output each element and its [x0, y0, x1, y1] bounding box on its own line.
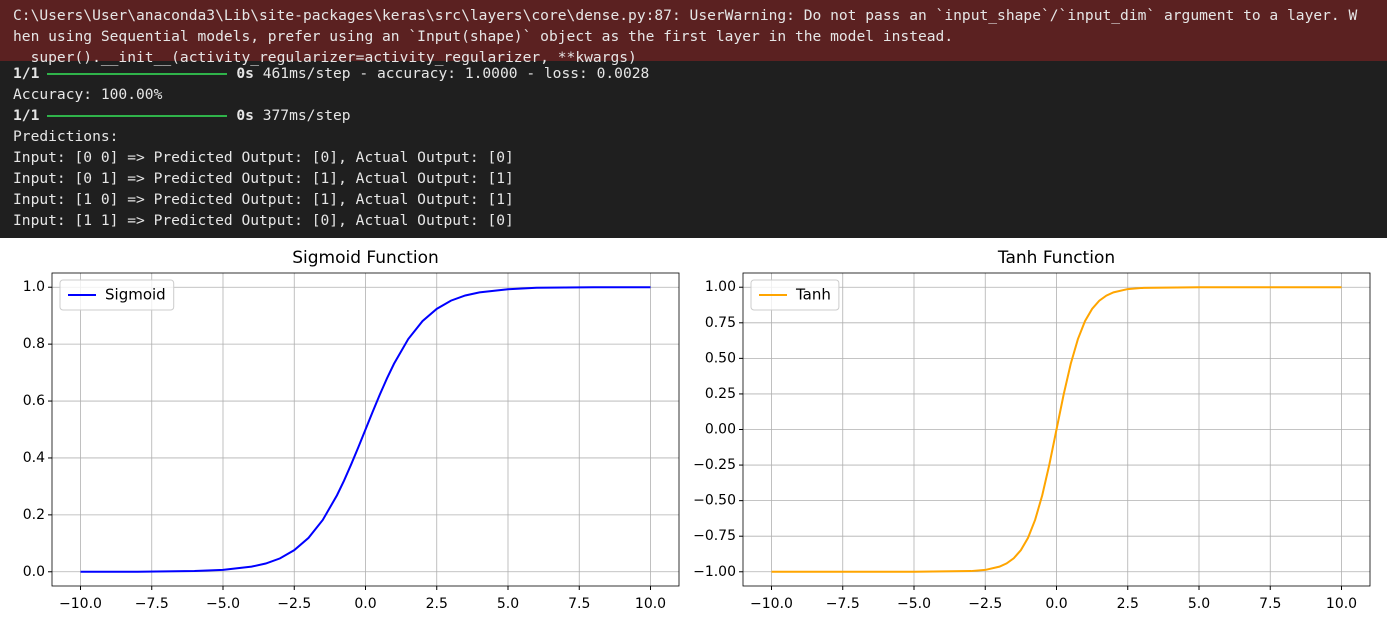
- output-block: 1/1 0s 461ms/step - accuracy: 1.0000 - lo…: [0, 61, 1387, 231]
- warning-line: hen using Sequential models, prefer usin…: [13, 28, 954, 45]
- x-tick-label: −5.0: [206, 596, 240, 612]
- progress-info: 461ms/step - accuracy: 1.0000 - loss: 0.…: [262, 65, 650, 82]
- output-line: Predictions:: [13, 128, 119, 145]
- legend: Sigmoid: [59, 279, 175, 311]
- x-tick-label: 10.0: [1326, 596, 1357, 612]
- y-tick-label: −0.75: [693, 528, 736, 544]
- progress-time: 0s: [236, 107, 254, 124]
- progress-bar: [47, 115, 228, 117]
- x-tick-label: −7.5: [826, 596, 860, 612]
- legend: Tanh: [750, 279, 840, 311]
- y-tick-label: 0.00: [705, 422, 736, 438]
- y-tick-label: 1.0: [23, 279, 45, 295]
- y-tick-label: −0.25: [693, 457, 736, 473]
- y-tick-label: 0.8: [23, 336, 45, 352]
- x-tick-label: 2.5: [426, 596, 448, 612]
- progress-step: 1/1: [13, 65, 40, 82]
- x-tick-label: −2.5: [968, 596, 1002, 612]
- axes-frame: [742, 272, 1371, 587]
- legend-box: [59, 279, 175, 311]
- x-tick-label: 2.5: [1117, 596, 1139, 612]
- x-tick-label: −2.5: [277, 596, 311, 612]
- chart-title: Sigmoid Function: [292, 248, 439, 268]
- x-tick-label: −7.5: [135, 596, 169, 612]
- x-tick-label: −10.0: [59, 596, 102, 612]
- y-tick-label: −1.00: [693, 564, 736, 580]
- legend-label: Tanh: [795, 286, 831, 304]
- progress-info: 377ms/step: [262, 107, 351, 124]
- warning-line: C:\Users\User\anaconda3\Lib\site-package…: [13, 7, 1358, 24]
- y-tick-label: 0.6: [23, 393, 45, 409]
- chart-title: Tanh Function: [997, 248, 1115, 268]
- x-tick-label: 0.0: [354, 596, 376, 612]
- x-tick-label: 0.0: [1045, 596, 1067, 612]
- output-line: Input: [1 1] => Predicted Output: [0], A…: [13, 212, 514, 229]
- y-tick-label: 0.4: [23, 450, 45, 466]
- progress-time: 0s: [236, 65, 254, 82]
- y-tick-label: 1.00: [705, 279, 736, 295]
- y-tick-label: 0.2: [23, 507, 45, 523]
- warning-block: C:\Users\User\anaconda3\Lib\site-package…: [0, 0, 1387, 66]
- legend-box: [750, 279, 840, 311]
- output-line: Input: [0 1] => Predicted Output: [1], A…: [13, 170, 514, 187]
- warning-line: super().__init__(activity_regularizer=ac…: [13, 49, 637, 66]
- output-line: Accuracy: 100.00%: [13, 86, 163, 103]
- y-tick-label: 0.50: [705, 350, 736, 366]
- x-tick-label: 7.5: [1259, 596, 1281, 612]
- x-tick-label: 10.0: [635, 596, 666, 612]
- progress-line: 1/1 0s 377ms/step: [13, 105, 1387, 126]
- x-tick-label: 5.0: [497, 596, 519, 612]
- line-series: [771, 286, 1342, 573]
- x-tick-label: 7.5: [568, 596, 590, 612]
- x-tick-label: −5.0: [897, 596, 931, 612]
- y-tick-label: −0.50: [693, 493, 736, 509]
- progress-bar: [47, 73, 228, 75]
- progress-line: 1/1 0s 461ms/step - accuracy: 1.0000 - lo…: [13, 63, 1387, 84]
- x-tick-label: 5.0: [1188, 596, 1210, 612]
- line-series: [80, 286, 651, 573]
- y-tick-label: 0.75: [705, 315, 736, 331]
- legend-label: Sigmoid: [105, 286, 166, 304]
- charts: Sigmoid Function −10.0 −7.5 −5.0 −2.5 0.0 2.5 5…: [0, 238, 1387, 621]
- progress-step: 1/1: [13, 107, 40, 124]
- x-tick-label: −10.0: [750, 596, 793, 612]
- y-tick-label: 0.0: [23, 564, 45, 580]
- console-output: C:\Users\User\anaconda3\Lib\site-package…: [0, 0, 1387, 238]
- y-tick-label: 0.25: [705, 386, 736, 402]
- axes-frame: [51, 272, 680, 587]
- output-line: Input: [1 0] => Predicted Output: [1], A…: [13, 191, 514, 208]
- output-line: Input: [0 0] => Predicted Output: [0], A…: [13, 149, 514, 166]
